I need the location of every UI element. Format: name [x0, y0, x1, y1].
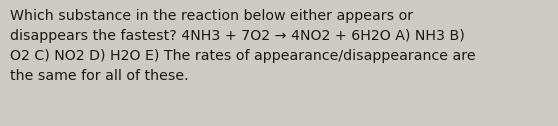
Text: Which substance in the reaction below either appears or
disappears the fastest? : Which substance in the reaction below ei…: [10, 9, 475, 83]
